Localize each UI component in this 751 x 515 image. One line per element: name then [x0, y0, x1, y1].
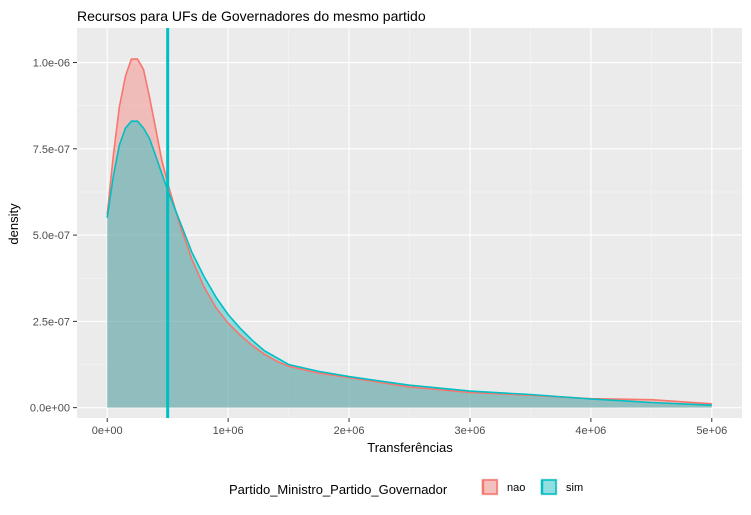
x-tick-label: 4e+06 — [575, 425, 606, 437]
y-tick-label: 1.0e-06 — [33, 58, 70, 70]
y-tick-label: 7.5e-07 — [33, 144, 70, 156]
major-gridlines — [77, 28, 742, 418]
x-tick-label: 2e+06 — [334, 425, 365, 437]
y-tick-label: 5.0e-07 — [33, 230, 70, 242]
x-tick-label: 1e+06 — [213, 425, 244, 437]
chart-title: Recursos para UFs de Governadores do mes… — [77, 8, 426, 24]
legend-label-sim: sim — [566, 482, 583, 494]
density-line-nao — [106, 58, 712, 405]
y-axis-title: density — [6, 203, 21, 245]
legend-key-bg — [540, 478, 558, 496]
y-tick-label: 2.5e-07 — [33, 316, 70, 328]
y-tick-label: 0.0e+00 — [30, 403, 70, 415]
x-tick-label: 5e+06 — [696, 425, 727, 437]
x-axis: 0e+00 1e+06 2e+06 3e+06 4e+06 5e+06 — [92, 418, 727, 437]
x-tick-label: 0e+00 — [92, 425, 123, 437]
density-line-sim — [106, 120, 712, 406]
legend-key-bg — [481, 478, 499, 496]
legend: Partido_Ministro_Partido_Governador nao si… — [229, 478, 583, 497]
x-tick-label: 3e+06 — [455, 425, 486, 437]
minor-gridlines — [77, 28, 742, 418]
x-axis-title: Transferências — [367, 440, 453, 455]
y-axis: 0.0e+00 2.5e-07 5.0e-07 7.5e-07 1.0e-06 — [30, 58, 77, 415]
legend-label-nao: nao — [507, 482, 525, 494]
legend-swatch-sim — [541, 479, 557, 495]
legend-swatch-nao — [482, 479, 498, 495]
legend-title: Partido_Ministro_Partido_Governador — [229, 482, 448, 497]
